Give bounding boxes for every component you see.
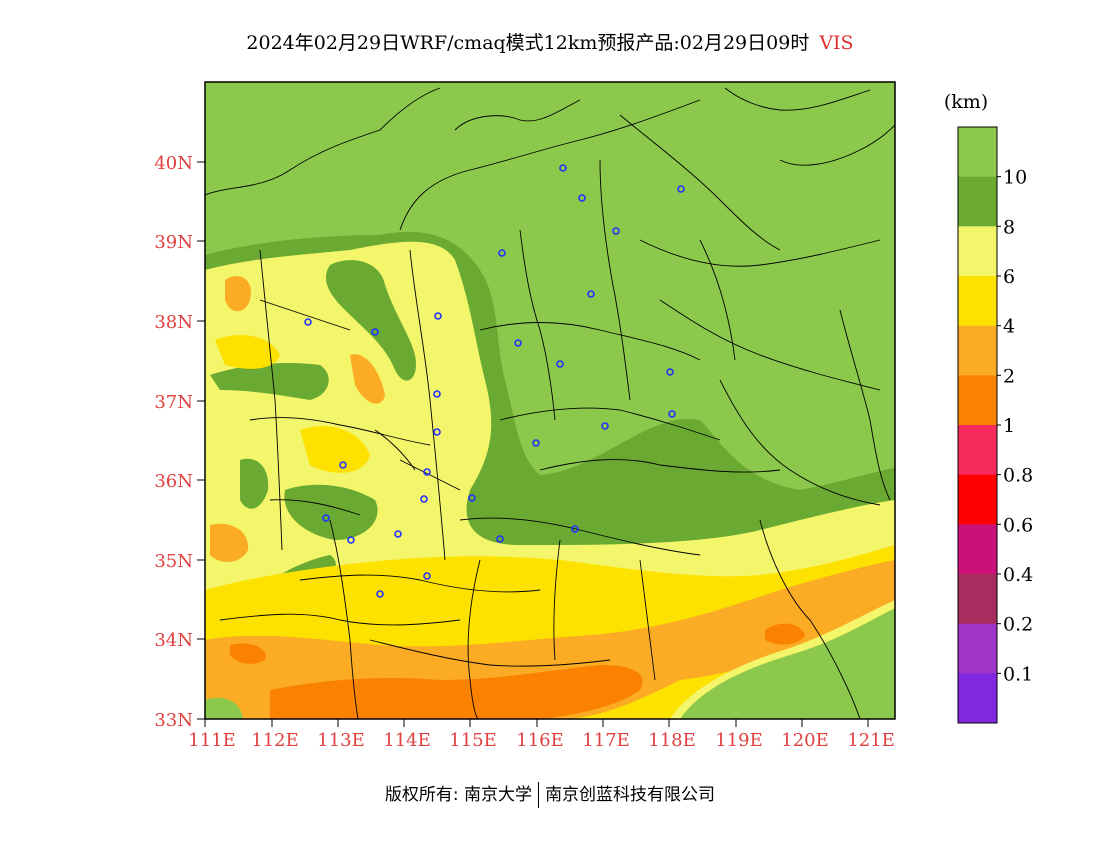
field-patch-west-2 [210,363,329,400]
colorbar-label: 8 [1003,216,1015,238]
latitude-labels: 33N 34N 35N 36N 37N 38N 39N 40N [154,153,193,731]
colorbar-swatch [958,623,997,674]
latitude-axis [197,161,205,720]
lat-label: 33N [154,710,193,731]
colorbar-swatches [958,127,997,724]
lon-label: 113E [317,730,365,751]
lon-label: 119E [715,730,763,751]
field-patch-yellow-1 [215,335,280,369]
admin-boundaries [205,87,895,719]
lon-label: 121E [847,730,895,751]
station-markers [304,164,685,598]
colorbar-label: 1 [1003,415,1015,437]
colorbar-swatch [958,673,997,724]
field-patch-orange-1 [225,276,251,312]
field-patch-orange-3 [210,523,249,562]
lon-label: 117E [582,730,630,751]
colorbar-label: 6 [1003,266,1015,288]
colorbar-label: 0.4 [1003,564,1033,586]
colorbar-swatch [958,176,997,227]
lat-label: 38N [154,312,193,333]
colorbar-label: 0.6 [1003,514,1033,536]
lat-label: 37N [154,392,193,413]
field-patch-orange-5 [230,643,266,664]
field-patch-sw-green [205,697,243,719]
colorbar-labels: 10 8 6 4 2 1 0.8 0.6 0.4 0.2 0.1 [997,167,1033,685]
map-title: 2024年02月29日WRF/cmaq模式12km预报产品:02月29日09时 V… [0,28,1100,55]
lat-label: 35N [154,551,193,572]
lon-label: 114E [383,730,431,751]
map-title-text: 2024年02月29日WRF/cmaq模式12km预报产品:02月29日09时 [246,32,810,54]
field-patch-orange-4 [765,623,805,645]
field-patch-west-1 [325,260,416,381]
colorbar-swatch [958,425,997,476]
lon-label: 118E [648,730,696,751]
colorbar-swatch [958,574,997,625]
colorbar-label: 4 [1003,316,1015,338]
field-patch-west-3 [240,458,269,509]
footer: 版权所有: 南京大学 南京创蓝科技有限公司 [0,780,1100,808]
lon-label: 111E [188,730,236,751]
longitude-axis [204,719,869,727]
colorbar-swatch [958,276,997,327]
lat-label: 40N [154,153,193,174]
lon-label: 115E [449,730,497,751]
lat-label: 34N [154,630,193,651]
colorbar-label: 0.1 [1003,663,1033,685]
lon-label: 112E [251,730,299,751]
footer-divider [538,782,540,808]
field-patch-orange-2 [350,354,385,404]
colorbar-swatch [958,524,997,575]
colorbar-label: 0.8 [1003,465,1033,487]
colorbar-unit: (km) [944,91,988,113]
lat-label: 39N [154,232,193,253]
field-southeast-green [680,608,895,719]
lon-label: 116E [516,730,564,751]
colorbar-swatch [958,226,997,277]
colorbar-swatch [958,474,997,525]
colorbar-label: 2 [1003,365,1015,387]
colorbar-swatch [958,325,997,376]
field-band-1-2 [270,665,643,719]
company-text: 南京创蓝科技有限公司 [545,785,716,805]
colorbar-label: 0.2 [1003,614,1033,636]
longitude-labels: 111E 112E 113E 114E 115E 116E 117E 118E … [188,730,895,751]
colorbar-label: 10 [1003,167,1027,189]
colorbar-swatch [958,375,997,426]
colorbar-swatch [958,127,997,178]
copyright-text: 版权所有: 南京大学 [384,785,533,805]
visibility-field [205,82,895,719]
lon-label: 120E [781,730,829,751]
field-southeast-edge [670,600,895,719]
field-patch-west-4 [284,484,378,540]
lat-label: 36N [154,471,193,492]
colorbar: (km) 10 8 6 4 2 1 0.8 0.6 0.4 0.2 0.1 [944,91,1033,724]
variable-label: VIS [819,32,854,54]
field-patch-yellow-2 [300,426,370,473]
